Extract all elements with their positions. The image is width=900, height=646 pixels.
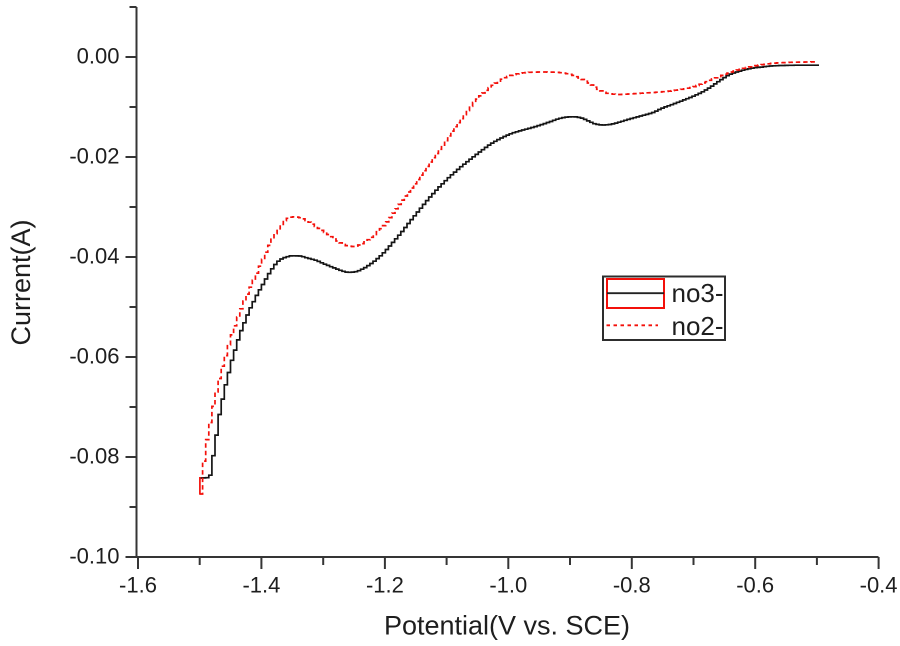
svg-text:-0.8: -0.8 bbox=[613, 573, 651, 598]
svg-text:-0.04: -0.04 bbox=[69, 244, 119, 269]
svg-text:-1.0: -1.0 bbox=[489, 573, 527, 598]
svg-text:-0.6: -0.6 bbox=[736, 573, 774, 598]
svg-text:-0.06: -0.06 bbox=[69, 344, 119, 369]
svg-text:no3-: no3- bbox=[672, 278, 724, 308]
svg-text:-1.2: -1.2 bbox=[366, 573, 404, 598]
svg-text:no2-: no2- bbox=[672, 311, 724, 341]
svg-text:-0.02: -0.02 bbox=[69, 144, 119, 169]
svg-text:0.00: 0.00 bbox=[77, 44, 120, 69]
svg-text:-0.4: -0.4 bbox=[860, 573, 898, 598]
svg-text:-1.4: -1.4 bbox=[242, 573, 280, 598]
svg-text:-0.08: -0.08 bbox=[69, 444, 119, 469]
svg-text:-1.6: -1.6 bbox=[119, 573, 157, 598]
svg-text:-0.10: -0.10 bbox=[69, 544, 119, 569]
svg-text:Current(A): Current(A) bbox=[6, 219, 36, 345]
svg-text:Potential(V vs. SCE): Potential(V vs. SCE) bbox=[384, 611, 630, 641]
